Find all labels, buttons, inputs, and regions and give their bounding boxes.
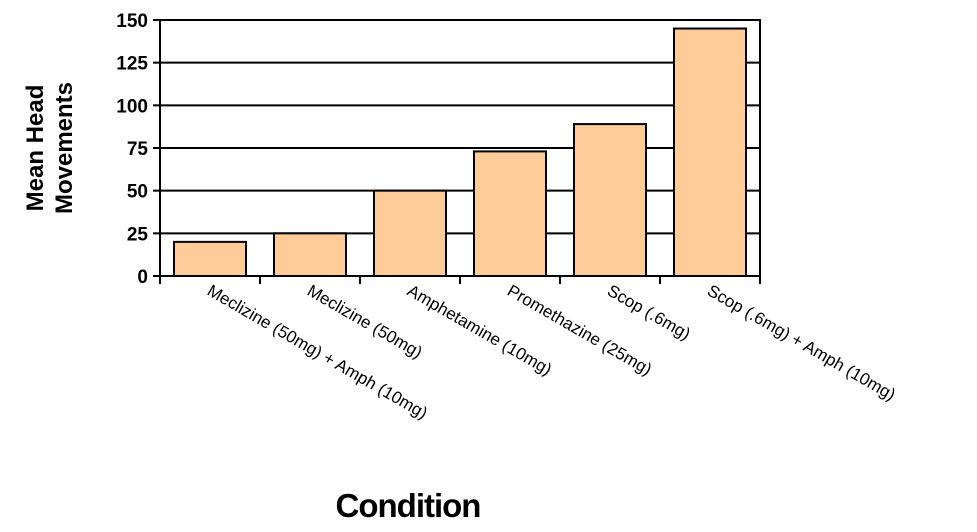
bar <box>273 232 347 277</box>
bar <box>473 150 547 277</box>
x-axis-ticks: Meclizine (50mg) + Amph (10mg)Meclizine … <box>159 276 899 423</box>
x-category-label: Scop (.6mg) + Amph (10mg) <box>704 281 899 404</box>
y-tick-label: 125 <box>116 54 148 75</box>
y-tick-label: 50 <box>127 182 148 203</box>
y-tick-label: 75 <box>127 139 149 160</box>
bar <box>573 123 647 277</box>
y-axis-title-line-2: Movements <box>51 82 78 214</box>
y-tick-label: 150 <box>116 11 148 32</box>
y-tick-label: 100 <box>116 96 148 117</box>
bar <box>673 27 747 277</box>
bars <box>173 27 747 278</box>
y-axis-ticks: 0 25 50 75 100 125 150 <box>116 11 160 288</box>
y-axis-title: Mean Head Movements <box>22 82 78 214</box>
y-tick-label: 0 <box>137 267 148 288</box>
x-axis-title: Condition <box>336 487 481 524</box>
gridlines <box>160 61 760 235</box>
y-axis-title-line-1: Mean Head <box>22 85 49 212</box>
bar <box>373 189 447 278</box>
x-category-label: Scop (.6mg) <box>604 281 694 344</box>
bar <box>173 240 247 278</box>
y-tick-label: 25 <box>127 224 149 245</box>
